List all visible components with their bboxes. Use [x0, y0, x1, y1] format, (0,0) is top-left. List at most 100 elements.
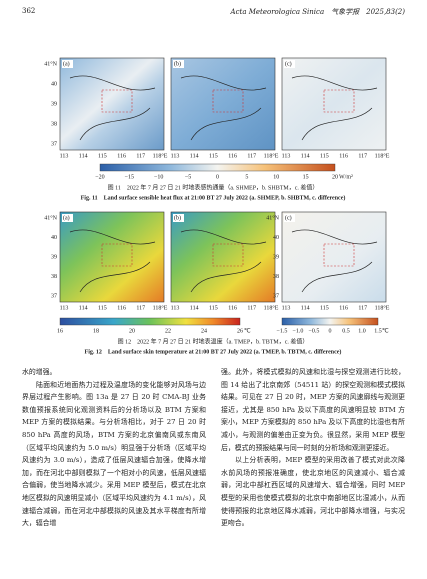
focus-box [212, 243, 244, 267]
caption-en: Fig. 11 Land surface sensible heat flux … [81, 194, 346, 201]
province-border [291, 229, 378, 293]
panel-label-bg [284, 60, 295, 68]
colorbar-tick: 20 [129, 328, 135, 334]
x-tick-label: 115 [98, 305, 107, 311]
province-border [180, 75, 267, 141]
map-panel [281, 57, 387, 151]
x-tick-label: 117 [136, 153, 145, 159]
x-tick-label: 113 [282, 153, 291, 159]
caption-cn: 图 12 2022 年 7 月 27 日 21 时地表温度（a. TMEP，b.… [118, 337, 309, 345]
y-tick-label: 40 [51, 81, 57, 87]
colorbar-tick: 0.5 [342, 328, 350, 334]
x-tick-label: 115 [98, 153, 107, 159]
x-tick-label: 117 [136, 305, 145, 311]
focus-box [323, 89, 355, 113]
panel-label: (b) [174, 60, 181, 67]
y-tick-label: 41°N [266, 214, 279, 221]
y-tick-label: 39 [273, 254, 279, 260]
colorbar-tick: 22 [165, 328, 171, 334]
colorbar-tick: 20 [332, 174, 338, 180]
paragraph: 水的增强。 [22, 368, 57, 376]
x-tick-label: 114 [79, 305, 88, 311]
colorbar-tick: 10 [273, 174, 279, 180]
panel-label-bg [284, 214, 295, 222]
journal-header: Acta Meteorologica Sinica 气象学报 2025,83(2… [230, 8, 405, 16]
colorbar-unit: ℃ [382, 328, 389, 334]
x-tick-label: 114 [79, 153, 88, 159]
map-panel [59, 211, 165, 303]
colorbar-tick: 1.5 [374, 328, 382, 334]
panel-label: (a) [63, 60, 70, 67]
map-panel [59, 57, 165, 151]
panel-label-bg [173, 214, 184, 222]
panel-label-bg [62, 214, 73, 222]
x-tick-label: 114 [190, 153, 199, 159]
x-tick-label: 113 [171, 153, 180, 159]
panel-label: (b) [174, 214, 181, 221]
y-tick-label: 40 [51, 235, 57, 241]
colorbar-tick: −1.5 [277, 328, 288, 334]
focus-box [101, 243, 133, 267]
colorbar-tick: 24 [201, 328, 207, 334]
focus-box [212, 89, 244, 113]
colorbar-tick: 16 [57, 328, 63, 334]
y-tick-label: 41°N [44, 60, 57, 67]
province-border [69, 75, 156, 141]
x-tick-label: 116 [228, 305, 237, 311]
colorbar-tick: 1.0 [358, 328, 366, 334]
colorbar-tick: 0 [329, 328, 332, 334]
map-panel [170, 211, 276, 303]
province-border [291, 75, 378, 141]
colorbar [281, 317, 379, 326]
paragraph: 陆面和近地面热力过程及温度场的变化能够对风场与边界层过程产生影响。图 13a 是… [22, 380, 206, 528]
y-tick-label: 38 [51, 274, 57, 280]
figures: (a) 113 114 115 116 117 118°E 41°N 40 39 38 37 (b) 11… [44, 57, 390, 355]
x-tick-label: 118°E [153, 304, 168, 311]
colorbar-tick: −5 [185, 174, 191, 180]
focus-box [323, 243, 355, 267]
y-tick-label: 37 [51, 141, 57, 147]
colorbar-unit: ℃ [244, 328, 251, 334]
colorbar-unit: W/m² [339, 174, 353, 180]
colorbar-tick: 0 [216, 174, 219, 180]
colorbar-tick: 18 [93, 328, 99, 334]
x-tick-label: 118°E [264, 152, 279, 159]
x-tick-label: 116 [117, 153, 126, 159]
colorbar-tick: 26 [237, 328, 243, 334]
colorbar-tick: 15 [303, 174, 309, 180]
panel-label: (c) [285, 214, 292, 221]
x-tick-label: 117 [247, 153, 256, 159]
panel-label-bg [173, 60, 184, 68]
colorbar-tick: −15 [125, 174, 134, 180]
colorbar-tick: −0.5 [309, 328, 320, 334]
x-tick-label: 116 [339, 305, 348, 311]
paragraph: 强。此外，将模式模拟的风速和比湿与探空观测进行比较，图 14 给出了北京南郊（5… [221, 368, 405, 452]
x-tick-label: 113 [60, 153, 69, 159]
x-tick-label: 116 [117, 305, 126, 311]
x-tick-label: 113 [282, 305, 291, 311]
x-tick-label: 113 [171, 305, 180, 311]
x-tick-label: 115 [209, 153, 218, 159]
x-tick-label: 117 [358, 305, 367, 311]
colorbar-tick: −20 [95, 174, 104, 180]
y-tick-label: 37 [273, 293, 279, 299]
y-tick-label: 39 [51, 254, 57, 260]
panel-label: (c) [285, 60, 292, 67]
x-tick-label: 114 [190, 305, 199, 311]
panel-label-bg [62, 60, 73, 68]
province-border [69, 229, 156, 293]
x-tick-label: 117 [247, 305, 256, 311]
x-tick-label: 118°E [375, 152, 390, 159]
y-tick-label: 38 [51, 121, 57, 127]
colorbar-tick: 5 [245, 174, 248, 180]
body-right: 强。此外，将模式模拟的风速和比湿与探空观测进行比较，图 14 给出了北京南郊（5… [221, 366, 405, 530]
focus-box [101, 89, 133, 113]
colorbar-tick: −1.0 [293, 328, 304, 334]
panel-label: (a) [63, 214, 70, 221]
x-tick-label: 114 [301, 153, 310, 159]
x-tick-label: 116 [339, 153, 348, 159]
x-tick-label: 115 [320, 153, 329, 159]
y-tick-label: 39 [51, 101, 57, 107]
x-tick-label: 118°E [264, 304, 279, 311]
y-tick-label: 37 [51, 293, 57, 299]
